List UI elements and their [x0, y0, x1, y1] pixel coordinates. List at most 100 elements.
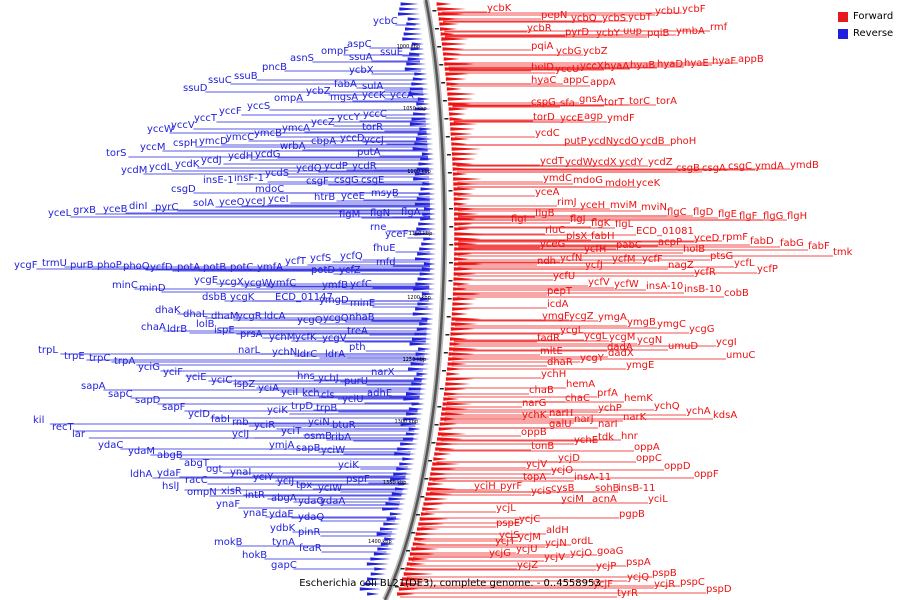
reverse-gene-label[interactable]: yccZ — [311, 117, 335, 128]
reverse-gene-label[interactable]: abgT — [184, 458, 210, 469]
forward-gene-label[interactable]: ycbK — [487, 3, 512, 14]
forward-gene-label[interactable]: hyaE — [684, 58, 709, 69]
reverse-gene-label[interactable]: yccK — [362, 90, 386, 101]
reverse-gene-label[interactable]: ompF — [321, 46, 349, 57]
reverse-gene-label[interactable]: insE-1 — [203, 175, 234, 186]
forward-gene-label[interactable]: flgH — [787, 211, 807, 222]
reverse-gene-label[interactable]: trpD — [291, 401, 313, 412]
forward-gene-label[interactable]: flgF — [739, 211, 758, 222]
reverse-gene-label[interactable]: yceI — [268, 194, 289, 205]
forward-gene-label[interactable]: acnA — [592, 494, 617, 505]
forward-gene-label[interactable]: ymdC — [543, 173, 572, 184]
reverse-gene-label[interactable]: yciY — [253, 472, 274, 483]
reverse-gene-label[interactable]: potC — [230, 262, 253, 273]
reverse-gene-label[interactable]: dinI — [129, 201, 147, 212]
reverse-gene-label[interactable]: minE — [350, 298, 375, 309]
forward-gene-label[interactable]: pqiB — [647, 28, 669, 39]
forward-gene-label[interactable]: appC — [563, 75, 589, 86]
reverse-gene-label[interactable]: purB — [70, 260, 94, 271]
forward-gene-label[interactable]: ycbF — [682, 4, 706, 15]
reverse-gene-label[interactable]: yciF — [163, 367, 183, 378]
forward-gene-label[interactable]: sohB — [595, 483, 620, 494]
forward-gene-label[interactable]: chaC — [565, 393, 590, 404]
forward-gene-label[interactable]: ymgC — [657, 319, 686, 330]
reverse-gene-label[interactable]: yciE — [186, 372, 207, 383]
reverse-gene-label[interactable]: ydaE — [269, 509, 294, 520]
reverse-gene-label[interactable]: prsA — [240, 329, 263, 340]
forward-gene-label[interactable]: hemA — [566, 379, 595, 390]
forward-gene-label[interactable]: plsX — [566, 231, 587, 242]
forward-gene-label[interactable]: ycgG — [689, 324, 715, 335]
reverse-gene-label[interactable]: rnb — [232, 417, 249, 428]
reverse-gene-label[interactable]: ycgE — [194, 275, 218, 286]
reverse-gene-label[interactable]: potB — [203, 262, 226, 273]
forward-gene-label[interactable]: ycjM — [518, 532, 541, 543]
reverse-gene-label[interactable]: ydaF — [157, 468, 181, 479]
forward-gene-label[interactable]: hyaC — [531, 75, 556, 86]
forward-gene-label[interactable]: umuC — [726, 350, 755, 361]
forward-gene-label[interactable]: ycfL — [734, 258, 755, 269]
forward-gene-label[interactable]: pspB — [652, 568, 677, 579]
reverse-gene-label[interactable]: mgsA — [330, 92, 358, 103]
forward-gene-label[interactable]: flgL — [615, 219, 634, 230]
reverse-gene-label[interactable]: potD — [311, 265, 335, 276]
reverse-gene-label[interactable]: yccF — [219, 106, 242, 117]
reverse-gene-label[interactable]: ldcA — [264, 311, 286, 322]
forward-gene-label[interactable]: chaB — [529, 385, 554, 396]
forward-gene-label[interactable]: yceK — [636, 178, 661, 189]
reverse-gene-label[interactable]: yceO — [219, 197, 245, 208]
forward-gene-label[interactable]: yccX — [580, 61, 604, 72]
forward-gene-label[interactable]: ycgI — [716, 337, 737, 348]
forward-gene-label[interactable]: fabF — [808, 241, 830, 252]
reverse-gene-label[interactable]: cspH — [173, 138, 198, 149]
forward-gene-label[interactable]: goaG — [597, 546, 623, 557]
reverse-gene-label[interactable]: pinR — [298, 527, 320, 538]
reverse-gene-label[interactable]: narX — [371, 367, 395, 378]
reverse-gene-label[interactable]: ldrC — [297, 349, 317, 360]
reverse-gene-label[interactable]: osmB — [304, 431, 332, 442]
forward-gene-label[interactable]: hemK — [624, 393, 653, 404]
forward-gene-label[interactable]: agp — [584, 111, 603, 122]
forward-gene-label[interactable]: ycjF — [593, 579, 613, 590]
forward-gene-label[interactable]: cysB — [551, 483, 575, 494]
reverse-gene-label[interactable]: adhE — [367, 388, 392, 399]
forward-gene-label[interactable]: dadA — [607, 342, 633, 353]
reverse-gene-label[interactable]: mokB — [214, 537, 243, 548]
reverse-gene-label[interactable]: ycfT — [285, 256, 307, 267]
forward-gene-label[interactable]: pspA — [626, 557, 651, 568]
reverse-gene-label[interactable]: mdoC — [255, 184, 284, 195]
reverse-gene-label[interactable]: yceB — [103, 204, 128, 215]
reverse-gene-label[interactable]: ycgK — [230, 292, 255, 303]
forward-gene-label[interactable]: kdsA — [713, 410, 737, 421]
forward-gene-label[interactable]: ycbZ — [583, 46, 608, 57]
reverse-gene-label[interactable]: ldrB — [167, 324, 187, 335]
reverse-gene-label[interactable]: xisR — [221, 486, 242, 497]
forward-gene-label[interactable]: ycbU — [655, 6, 680, 17]
forward-gene-label[interactable]: csgC — [728, 161, 752, 172]
reverse-gene-label[interactable]: ycgW — [244, 278, 272, 289]
reverse-gene-label[interactable]: gapC — [271, 560, 297, 571]
reverse-gene-label[interactable]: ycdG — [255, 149, 281, 160]
reverse-gene-label[interactable]: narL — [238, 345, 261, 356]
forward-gene-label[interactable]: ycgM — [609, 332, 635, 343]
forward-gene-label[interactable]: torD — [533, 112, 555, 123]
reverse-gene-label[interactable]: tynA — [272, 537, 295, 548]
forward-gene-label[interactable]: mdoH — [605, 178, 635, 189]
reverse-gene-label[interactable]: abgB — [157, 450, 183, 461]
reverse-gene-label[interactable]: ycdR — [352, 161, 377, 172]
reverse-gene-label[interactable]: dhaL — [183, 309, 208, 320]
reverse-gene-label[interactable]: phoP — [97, 260, 122, 271]
reverse-gene-label[interactable]: yciW — [321, 445, 345, 456]
forward-gene-label[interactable]: ycfM — [612, 254, 636, 265]
forward-gene-label[interactable]: ycjZ — [517, 560, 538, 571]
forward-gene-label[interactable]: appA — [590, 77, 616, 88]
forward-gene-label[interactable]: phoH — [670, 136, 696, 147]
forward-gene-label[interactable]: ycjO — [570, 548, 592, 559]
reverse-gene-label[interactable]: feaR — [299, 543, 322, 554]
forward-gene-label[interactable]: insB-10 — [684, 284, 722, 295]
forward-gene-label[interactable]: ychE — [574, 435, 598, 446]
forward-gene-label[interactable]: oppA — [634, 442, 660, 453]
forward-gene-label[interactable]: ycdC — [535, 128, 560, 139]
legend-item-reverse[interactable]: Reverse — [838, 25, 893, 42]
forward-gene-label[interactable]: ychP — [598, 403, 622, 414]
